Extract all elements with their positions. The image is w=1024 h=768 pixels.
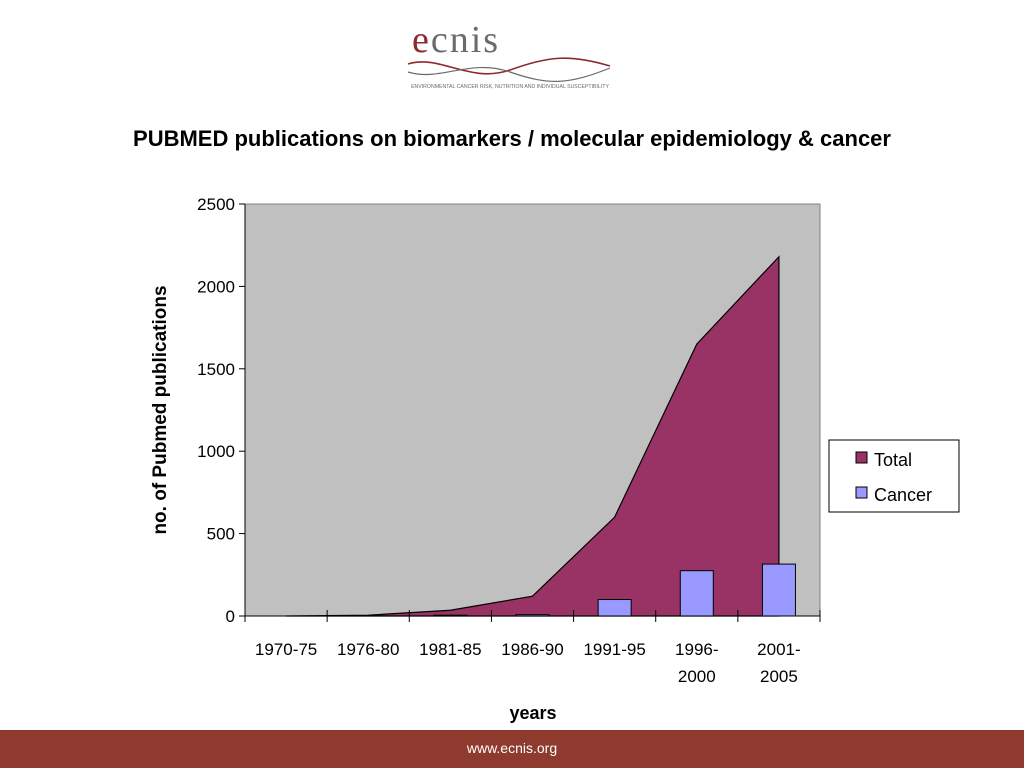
y-tick-label-0: 0 [226, 607, 235, 626]
logo-wordmark-accent: e [412, 19, 431, 61]
y-tick-label-1000: 1000 [197, 442, 235, 461]
y-tick-label-1500: 1500 [197, 360, 235, 379]
legend-label-cancer: Cancer [874, 485, 932, 505]
ecnis-logo: ecnis ENVIRONMENTAL CANCER RISK, NUTRITI… [407, 19, 611, 90]
logo-wordmark: ecnis [412, 19, 500, 61]
y-tick-label-2500: 2500 [197, 195, 235, 214]
series-total-area [286, 255, 780, 617]
legend-swatch-total [855, 451, 868, 464]
y-axis-label: no. of Pubmed publications [150, 285, 171, 534]
logo-wordmark-rest: cnis [431, 19, 500, 61]
logo-tagline: ENVIRONMENTAL CANCER RISK, NUTRITION AND… [411, 84, 609, 90]
x-tick-label-1986-90: 1986-90 [501, 640, 563, 659]
x-tick-label-1991-95: 1991-95 [583, 640, 645, 659]
footer-bar [0, 730, 1024, 768]
x-tick-label-1996-2000: 1996-2000 [675, 640, 718, 686]
legend-swatch-cancer [855, 486, 868, 499]
x-tick-label-1976-80: 1976-80 [337, 640, 399, 659]
legend-label-total: Total [874, 450, 912, 470]
x-tick-label-1970-75: 1970-75 [255, 640, 317, 659]
slide-title: PUBMED publications on biomarkers / mole… [133, 126, 891, 151]
cancer-bar-1991-95 [597, 599, 632, 617]
publications-chart: 0 500 1000 1500 2000 2500 1970-75 1976-80 1981-… [150, 195, 960, 723]
y-tick-label-2000: 2000 [197, 277, 235, 296]
cancer-bar-2001-2005 [761, 563, 796, 617]
legend: Total Cancer [828, 439, 960, 513]
legend-box [828, 439, 960, 513]
cancer-bar-1996-2000 [679, 570, 714, 617]
x-axis-label: years [509, 703, 556, 723]
logo-helix-strand-b [407, 66, 611, 82]
logo-helix-strand-a [407, 57, 611, 75]
footer-url: www.ecnis.org [466, 740, 558, 756]
x-tick-label-2001-2005: 2001-2005 [757, 640, 800, 686]
y-tick-label-500: 500 [207, 525, 235, 544]
x-tick-label-1981-85: 1981-85 [419, 640, 481, 659]
